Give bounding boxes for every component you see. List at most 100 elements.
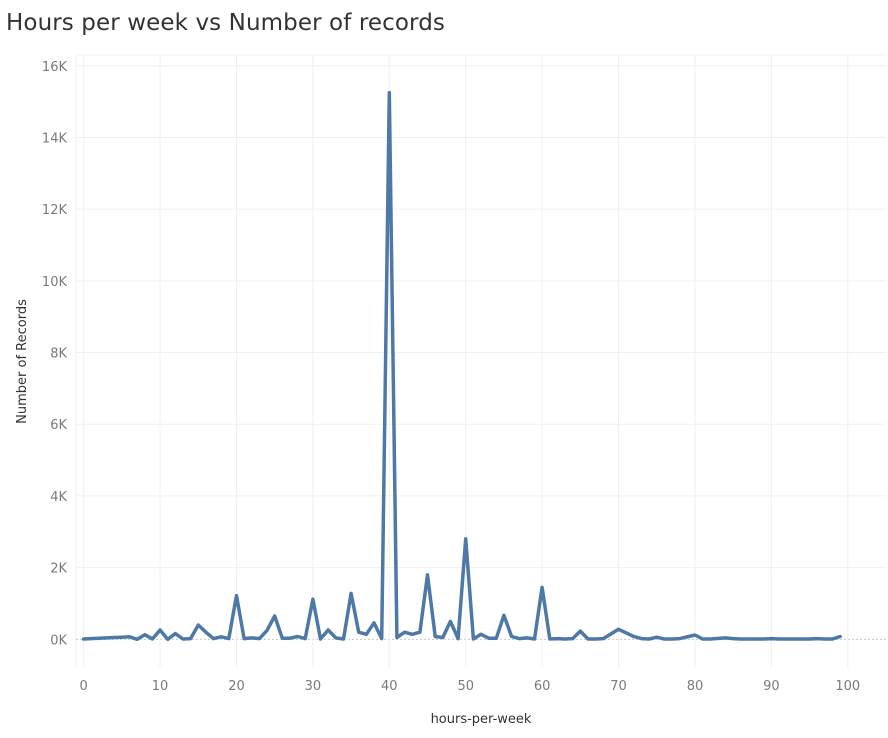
data-point[interactable] xyxy=(740,638,742,640)
data-point[interactable] xyxy=(518,638,520,640)
data-point[interactable] xyxy=(243,638,245,640)
data-point[interactable] xyxy=(312,598,314,600)
data-point[interactable] xyxy=(167,638,169,640)
data-point[interactable] xyxy=(411,633,413,635)
data-point[interactable] xyxy=(786,638,788,640)
data-point[interactable] xyxy=(365,633,367,635)
grid-layer xyxy=(75,54,886,668)
data-point[interactable] xyxy=(579,630,581,632)
data-point[interactable] xyxy=(258,638,260,640)
data-point[interactable] xyxy=(778,638,780,640)
data-point[interactable] xyxy=(702,638,704,640)
data-point[interactable] xyxy=(182,638,184,640)
data-point[interactable] xyxy=(343,638,345,640)
data-point[interactable] xyxy=(763,638,765,640)
data-point[interactable] xyxy=(671,638,673,640)
data-point[interactable] xyxy=(449,620,451,622)
data-point[interactable] xyxy=(564,638,566,640)
data-point[interactable] xyxy=(534,638,536,640)
data-point[interactable] xyxy=(732,638,734,640)
data-point[interactable] xyxy=(679,638,681,640)
data-point[interactable] xyxy=(526,637,528,639)
data-point[interactable] xyxy=(648,638,650,640)
data-point[interactable] xyxy=(213,638,215,640)
data-point[interactable] xyxy=(197,624,199,626)
data-point[interactable] xyxy=(251,637,253,639)
data-point[interactable] xyxy=(358,631,360,633)
data-point[interactable] xyxy=(457,638,459,640)
data-point[interactable] xyxy=(320,638,322,640)
data-point[interactable] xyxy=(809,638,811,640)
data-point[interactable] xyxy=(121,636,123,638)
data-point[interactable] xyxy=(419,631,421,633)
data-point[interactable] xyxy=(205,631,207,633)
data-point[interactable] xyxy=(228,638,230,640)
data-point[interactable] xyxy=(106,637,108,639)
data-point[interactable] xyxy=(113,637,115,639)
data-point[interactable] xyxy=(396,637,398,639)
data-point[interactable] xyxy=(472,638,474,640)
series-layer[interactable] xyxy=(81,90,842,642)
data-point[interactable] xyxy=(511,636,513,638)
data-point[interactable] xyxy=(816,638,818,640)
data-point[interactable] xyxy=(488,637,490,639)
data-point[interactable] xyxy=(442,637,444,639)
data-point[interactable] xyxy=(465,538,467,540)
data-point[interactable] xyxy=(151,638,153,640)
data-point[interactable] xyxy=(694,634,696,636)
data-point[interactable] xyxy=(556,638,558,640)
data-point[interactable] xyxy=(595,638,597,640)
data-point[interactable] xyxy=(136,638,138,640)
data-point[interactable] xyxy=(725,637,727,639)
data-point[interactable] xyxy=(90,638,92,640)
data-point[interactable] xyxy=(281,637,283,639)
data-point[interactable] xyxy=(663,638,665,640)
x-tick-label: 0 xyxy=(80,679,88,694)
data-point[interactable] xyxy=(274,615,276,617)
data-point[interactable] xyxy=(549,638,551,640)
data-point[interactable] xyxy=(434,636,436,638)
data-point[interactable] xyxy=(174,633,176,635)
data-point[interactable] xyxy=(190,638,192,640)
data-point[interactable] xyxy=(770,638,772,640)
data-point[interactable] xyxy=(350,592,352,594)
data-point[interactable] xyxy=(304,638,306,640)
data-point[interactable] xyxy=(748,638,750,640)
data-point[interactable] xyxy=(335,637,337,639)
data-point[interactable] xyxy=(83,638,85,640)
data-point[interactable] xyxy=(633,636,635,638)
data-point[interactable] xyxy=(656,636,658,638)
data-point[interactable] xyxy=(480,633,482,635)
data-point[interactable] xyxy=(266,629,268,631)
data-point[interactable] xyxy=(381,638,383,640)
data-point[interactable] xyxy=(602,638,604,640)
data-point[interactable] xyxy=(801,638,803,640)
data-point[interactable] xyxy=(98,637,100,639)
data-point[interactable] xyxy=(495,637,497,639)
data-point[interactable] xyxy=(839,636,841,638)
data-point[interactable] xyxy=(373,622,375,624)
data-point[interactable] xyxy=(388,92,390,94)
data-point[interactable] xyxy=(641,638,643,640)
data-point[interactable] xyxy=(427,574,429,576)
data-point[interactable] xyxy=(832,638,834,640)
data-point[interactable] xyxy=(129,636,131,638)
data-point[interactable] xyxy=(159,629,161,631)
data-point[interactable] xyxy=(404,631,406,633)
data-point[interactable] xyxy=(709,638,711,640)
data-point[interactable] xyxy=(503,614,505,616)
data-point[interactable] xyxy=(236,595,238,597)
data-point[interactable] xyxy=(824,638,826,640)
data-point[interactable] xyxy=(327,629,329,631)
data-point[interactable] xyxy=(220,636,222,638)
data-point[interactable] xyxy=(618,628,620,630)
data-point[interactable] xyxy=(587,638,589,640)
series-line[interactable] xyxy=(81,90,842,642)
x-tick-label: 20 xyxy=(228,679,245,694)
data-point[interactable] xyxy=(572,638,574,640)
data-point[interactable] xyxy=(144,634,146,636)
data-point[interactable] xyxy=(755,638,757,640)
data-point[interactable] xyxy=(289,637,291,639)
data-point[interactable] xyxy=(297,636,299,638)
data-point[interactable] xyxy=(541,586,543,588)
